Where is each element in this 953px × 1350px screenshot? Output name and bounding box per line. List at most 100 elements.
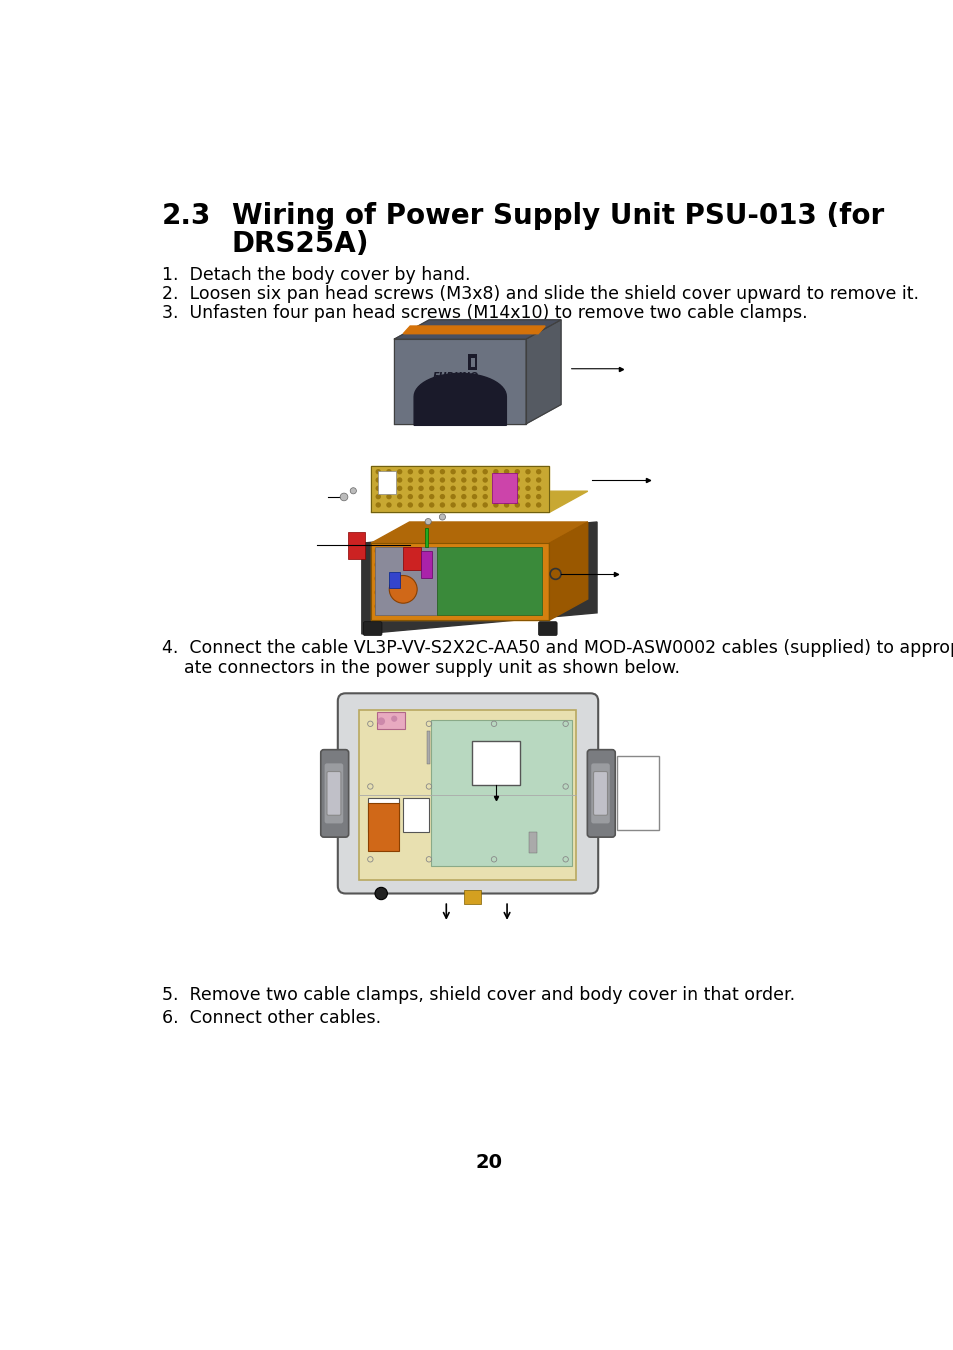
Circle shape bbox=[443, 590, 448, 595]
Circle shape bbox=[385, 603, 390, 609]
Circle shape bbox=[536, 603, 540, 609]
Circle shape bbox=[386, 502, 392, 508]
Circle shape bbox=[455, 576, 459, 580]
Circle shape bbox=[443, 548, 448, 554]
Polygon shape bbox=[371, 466, 549, 513]
Circle shape bbox=[472, 494, 476, 499]
Circle shape bbox=[525, 468, 530, 474]
Text: 6.  Connect other cables.: 6. Connect other cables. bbox=[162, 1008, 380, 1027]
Circle shape bbox=[513, 603, 517, 609]
Circle shape bbox=[375, 478, 380, 483]
Circle shape bbox=[525, 494, 530, 499]
Circle shape bbox=[493, 468, 498, 474]
Circle shape bbox=[374, 603, 378, 609]
Circle shape bbox=[420, 590, 425, 595]
Circle shape bbox=[396, 486, 402, 491]
Circle shape bbox=[482, 494, 487, 499]
Text: 20: 20 bbox=[475, 1153, 502, 1173]
Circle shape bbox=[514, 478, 519, 483]
Circle shape bbox=[409, 576, 413, 580]
Circle shape bbox=[460, 486, 466, 491]
Circle shape bbox=[466, 548, 471, 554]
Polygon shape bbox=[403, 325, 544, 333]
Circle shape bbox=[425, 518, 431, 525]
Circle shape bbox=[450, 478, 456, 483]
Circle shape bbox=[501, 576, 506, 580]
Circle shape bbox=[524, 603, 529, 609]
Circle shape bbox=[536, 576, 540, 580]
Circle shape bbox=[513, 548, 517, 554]
Circle shape bbox=[420, 576, 425, 580]
Circle shape bbox=[385, 590, 390, 595]
Text: 5.  Remove two cable clamps, shield cover and body cover in that order.: 5. Remove two cable clamps, shield cover… bbox=[162, 986, 794, 1004]
Circle shape bbox=[455, 548, 459, 554]
Text: ate connectors in the power supply unit as shown below.: ate connectors in the power supply unit … bbox=[162, 659, 679, 676]
Circle shape bbox=[429, 486, 434, 491]
Circle shape bbox=[396, 590, 401, 595]
Text: 3.  Unfasten four pan head screws (M14x10) to remove two cable clamps.: 3. Unfasten four pan head screws (M14x10… bbox=[162, 305, 806, 323]
Circle shape bbox=[439, 494, 445, 499]
FancyBboxPatch shape bbox=[324, 763, 343, 824]
Circle shape bbox=[490, 590, 495, 595]
FancyBboxPatch shape bbox=[591, 763, 609, 824]
Circle shape bbox=[513, 590, 517, 595]
Circle shape bbox=[455, 603, 459, 609]
Circle shape bbox=[385, 576, 390, 580]
Circle shape bbox=[409, 563, 413, 567]
Circle shape bbox=[455, 563, 459, 567]
Circle shape bbox=[420, 603, 425, 609]
Circle shape bbox=[374, 590, 378, 595]
Bar bbox=[617, 756, 659, 830]
Circle shape bbox=[391, 716, 396, 722]
Circle shape bbox=[460, 502, 466, 508]
Circle shape bbox=[443, 563, 448, 567]
Circle shape bbox=[466, 576, 471, 580]
Circle shape bbox=[477, 576, 482, 580]
Bar bbox=[377, 471, 395, 494]
Polygon shape bbox=[371, 491, 587, 513]
Circle shape bbox=[375, 502, 380, 508]
Circle shape bbox=[407, 502, 413, 508]
Circle shape bbox=[536, 494, 540, 499]
Circle shape bbox=[493, 502, 498, 508]
Circle shape bbox=[374, 576, 378, 580]
Circle shape bbox=[407, 486, 413, 491]
Circle shape bbox=[477, 548, 482, 554]
Circle shape bbox=[409, 548, 413, 554]
FancyBboxPatch shape bbox=[587, 749, 615, 837]
Circle shape bbox=[396, 563, 401, 567]
Circle shape bbox=[374, 548, 378, 554]
Circle shape bbox=[466, 563, 471, 567]
Circle shape bbox=[443, 576, 448, 580]
Circle shape bbox=[439, 486, 445, 491]
Circle shape bbox=[375, 494, 380, 499]
Circle shape bbox=[472, 478, 476, 483]
Polygon shape bbox=[549, 522, 587, 620]
FancyBboxPatch shape bbox=[537, 622, 557, 636]
Circle shape bbox=[432, 576, 436, 580]
Circle shape bbox=[455, 590, 459, 595]
Circle shape bbox=[340, 493, 348, 501]
Circle shape bbox=[472, 468, 476, 474]
Bar bbox=[436, 547, 541, 614]
Bar bbox=[359, 710, 576, 880]
Circle shape bbox=[536, 502, 540, 508]
Circle shape bbox=[420, 548, 425, 554]
Bar bbox=[389, 572, 399, 587]
Circle shape bbox=[514, 494, 519, 499]
Circle shape bbox=[432, 603, 436, 609]
Circle shape bbox=[407, 494, 413, 499]
Bar bbox=[528, 832, 537, 853]
Circle shape bbox=[389, 575, 416, 603]
Circle shape bbox=[477, 590, 482, 595]
Bar bbox=[348, 532, 365, 559]
Text: DRS25A): DRS25A) bbox=[232, 230, 369, 258]
Text: 1.  Detach the body cover by hand.: 1. Detach the body cover by hand. bbox=[162, 266, 470, 283]
Circle shape bbox=[525, 502, 530, 508]
Circle shape bbox=[503, 502, 509, 508]
Circle shape bbox=[536, 563, 540, 567]
Circle shape bbox=[443, 603, 448, 609]
Circle shape bbox=[432, 563, 436, 567]
Circle shape bbox=[482, 468, 487, 474]
Circle shape bbox=[525, 486, 530, 491]
